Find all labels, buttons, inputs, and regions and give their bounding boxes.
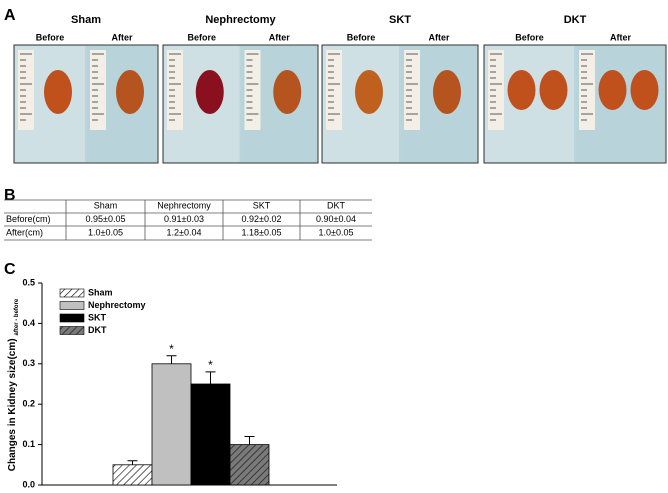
before-label: Before <box>36 32 65 42</box>
legend-swatch <box>59 288 85 298</box>
kidney <box>507 70 536 110</box>
table-header: DKT <box>327 200 346 210</box>
error-bar <box>205 371 216 384</box>
error-bar <box>166 355 177 364</box>
photo-title: Nephrectomy <box>205 14 276 26</box>
bar <box>112 464 153 486</box>
legend-label: Nephrectomy <box>88 300 146 310</box>
y-tick-label: 0.1 <box>22 439 35 449</box>
y-axis-label-main: Changes in Kidney size(cm) <box>7 338 18 471</box>
table-header: SKT <box>253 200 271 210</box>
y-tick-label: 0.0 <box>22 479 35 489</box>
bar <box>190 383 231 486</box>
before-label: Before <box>515 32 544 42</box>
table-cell: 0.95±0.05 <box>86 214 126 224</box>
panel-label: B <box>4 187 16 204</box>
y-tick-label: 0.5 <box>22 277 35 287</box>
kidney <box>44 70 72 114</box>
kidney <box>598 70 627 110</box>
table-cell: 1.2±0.04 <box>167 227 202 237</box>
error-bar <box>127 460 138 465</box>
legend-swatch <box>59 313 85 323</box>
legend-label: Sham <box>88 287 113 297</box>
after-label: After <box>610 32 631 42</box>
after-label: After <box>269 32 290 42</box>
panel-label: C <box>4 261 16 278</box>
table-cell: 0.92±0.02 <box>242 214 282 224</box>
photo-title: DKT <box>564 14 587 26</box>
legend-swatch <box>59 326 85 335</box>
kidney <box>433 70 461 114</box>
photo-title: Sham <box>71 14 101 26</box>
panel-label: A <box>4 7 16 24</box>
kidney <box>539 70 568 110</box>
after-label: After <box>111 32 132 42</box>
significance-marker: * <box>208 358 213 372</box>
photo-title: SKT <box>389 14 411 26</box>
table-header: Nephrectomy <box>157 200 211 210</box>
table-cell: 1.0±0.05 <box>319 227 354 237</box>
legend-label: DKT <box>88 325 107 335</box>
kidney <box>273 70 302 114</box>
kidney <box>630 70 659 110</box>
table-cell: Before(cm) <box>6 214 51 224</box>
y-tick-label: 0.4 <box>22 318 35 328</box>
significance-marker: * <box>169 342 174 356</box>
y-axis-label-sub: after - before <box>14 298 20 335</box>
kidney <box>195 70 224 114</box>
table-cell: 0.91±0.03 <box>164 214 204 224</box>
after-label: After <box>428 32 449 42</box>
bar <box>229 444 270 486</box>
legend-swatch <box>59 301 85 310</box>
bar <box>151 363 192 486</box>
y-axis-label: Changes in Kidney size(cm) after - before <box>7 298 20 471</box>
legend-label: SKT <box>88 312 107 322</box>
table-cell: After(cm) <box>6 227 43 237</box>
kidney <box>355 70 383 114</box>
before-label: Before <box>187 32 216 42</box>
error-bar <box>244 436 255 445</box>
y-tick-label: 0.3 <box>22 358 35 368</box>
table-cell: 1.0±0.05 <box>88 227 123 237</box>
y-tick-label: 0.2 <box>22 399 35 409</box>
kidney <box>116 70 144 114</box>
table-cell: 1.18±0.05 <box>242 227 282 237</box>
before-label: Before <box>347 32 376 42</box>
table-cell: 0.90±0.04 <box>316 214 356 224</box>
table-header: Sham <box>94 200 118 210</box>
